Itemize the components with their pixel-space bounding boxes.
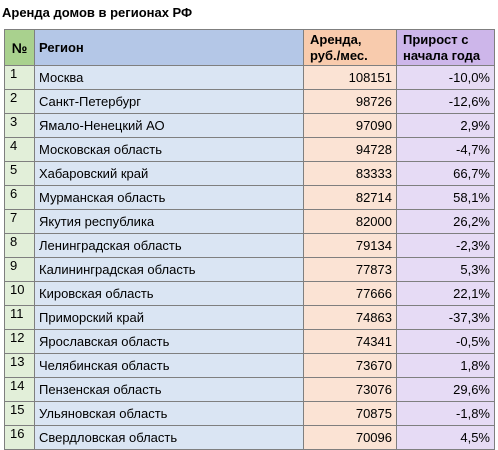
- table-row: 10 Кировская область 77666 22,1%: [4, 281, 495, 306]
- row-region: Мурманская область: [34, 185, 304, 210]
- table-row: 11 Приморский край 74863 -37,3%: [4, 305, 495, 330]
- row-region: Калининградская область: [34, 257, 304, 282]
- row-growth: 5,3%: [396, 257, 495, 282]
- header-rent-line2: руб./мес.: [310, 47, 368, 63]
- row-number: 15: [4, 401, 35, 426]
- row-number: 1: [4, 65, 35, 90]
- row-region: Московская область: [34, 137, 304, 162]
- table-row: 15 Ульяновская область 70875 -1,8%: [4, 401, 495, 426]
- rent-table: № Регион Аренда, руб./мес. Прирост с начал…: [4, 29, 495, 450]
- row-rent: 73076: [303, 377, 397, 402]
- row-growth: 2,9%: [396, 113, 495, 138]
- row-rent: 98726: [303, 89, 397, 114]
- row-growth: -37,3%: [396, 305, 495, 330]
- row-growth: -2,3%: [396, 233, 495, 258]
- header-rent-line1: Аренда,: [310, 31, 362, 47]
- row-number: 11: [4, 305, 35, 330]
- table-row: 3 Ямало-Ненецкий АО 97090 2,9%: [4, 113, 495, 138]
- row-growth: 58,1%: [396, 185, 495, 210]
- row-growth: 26,2%: [396, 209, 495, 234]
- row-number: 14: [4, 377, 35, 402]
- row-number: 12: [4, 329, 35, 354]
- table-row: 13 Челябинская область 73670 1,8%: [4, 353, 495, 378]
- table-row: 1 Москва 108151 -10,0%: [4, 65, 495, 90]
- row-number: 5: [4, 161, 35, 186]
- row-rent: 70096: [303, 425, 397, 450]
- row-region: Челябинская область: [34, 353, 304, 378]
- row-number: 9: [4, 257, 35, 282]
- row-growth: -1,8%: [396, 401, 495, 426]
- row-growth: 22,1%: [396, 281, 495, 306]
- table-row: 7 Якутия республика 82000 26,2%: [4, 209, 495, 234]
- row-rent: 108151: [303, 65, 397, 90]
- row-rent: 82000: [303, 209, 397, 234]
- table-row: 12 Ярославская область 74341 -0,5%: [4, 329, 495, 354]
- row-growth: 29,6%: [396, 377, 495, 402]
- row-number: 4: [4, 137, 35, 162]
- row-number: 3: [4, 113, 35, 138]
- row-rent: 83333: [303, 161, 397, 186]
- row-rent: 94728: [303, 137, 397, 162]
- header-region-label: Регион: [39, 39, 84, 55]
- table-row: 16 Свердловская область 70096 4,5%: [4, 425, 495, 450]
- row-growth: -12,6%: [396, 89, 495, 114]
- row-region: Ярославская область: [34, 329, 304, 354]
- table-row: 8 Ленинградская область 79134 -2,3%: [4, 233, 495, 258]
- row-region: Кировская область: [34, 281, 304, 306]
- row-growth: 1,8%: [396, 353, 495, 378]
- row-number: 16: [4, 425, 35, 450]
- row-number: 13: [4, 353, 35, 378]
- row-rent: 74341: [303, 329, 397, 354]
- table-row: 4 Московская область 94728 -4,7%: [4, 137, 495, 162]
- table-row: 14 Пензенская область 73076 29,6%: [4, 377, 495, 402]
- row-region: Ленинградская область: [34, 233, 304, 258]
- table-row: 9 Калининградская область 77873 5,3%: [4, 257, 495, 282]
- header-rent: Аренда, руб./мес.: [303, 29, 397, 66]
- page-title: Аренда домов в регионах РФ: [2, 5, 193, 20]
- row-rent: 73670: [303, 353, 397, 378]
- row-number: 2: [4, 89, 35, 114]
- row-rent: 82714: [303, 185, 397, 210]
- row-region: Санкт-Петербург: [34, 89, 304, 114]
- row-rent: 79134: [303, 233, 397, 258]
- header-growth-line2: начала года: [403, 47, 481, 63]
- header-number-label: №: [11, 39, 28, 56]
- row-region: Хабаровский край: [34, 161, 304, 186]
- row-number: 8: [4, 233, 35, 258]
- row-region: Приморский край: [34, 305, 304, 330]
- row-region: Ямало-Ненецкий АО: [34, 113, 304, 138]
- row-rent: 97090: [303, 113, 397, 138]
- row-region: Пензенская область: [34, 377, 304, 402]
- row-growth: -10,0%: [396, 65, 495, 90]
- table-row: 5 Хабаровский край 83333 66,7%: [4, 161, 495, 186]
- row-rent: 77666: [303, 281, 397, 306]
- row-growth: 4,5%: [396, 425, 495, 450]
- row-number: 10: [4, 281, 35, 306]
- row-rent: 70875: [303, 401, 397, 426]
- row-growth: -0,5%: [396, 329, 495, 354]
- row-region: Свердловская область: [34, 425, 304, 450]
- header-region: Регион: [34, 29, 304, 66]
- row-growth: 66,7%: [396, 161, 495, 186]
- row-rent: 77873: [303, 257, 397, 282]
- row-region: Якутия республика: [34, 209, 304, 234]
- header-growth-line1: Прирост с: [403, 31, 469, 47]
- table-header-row: № Регион Аренда, руб./мес. Прирост с начал…: [4, 29, 495, 66]
- header-number: №: [4, 29, 35, 66]
- table-row: 6 Мурманская область 82714 58,1%: [4, 185, 495, 210]
- row-region: Москва: [34, 65, 304, 90]
- row-region: Ульяновская область: [34, 401, 304, 426]
- table-row: 2 Санкт-Петербург 98726 -12,6%: [4, 89, 495, 114]
- header-growth: Прирост с начала года: [396, 29, 495, 66]
- row-rent: 74863: [303, 305, 397, 330]
- row-growth: -4,7%: [396, 137, 495, 162]
- row-number: 6: [4, 185, 35, 210]
- row-number: 7: [4, 209, 35, 234]
